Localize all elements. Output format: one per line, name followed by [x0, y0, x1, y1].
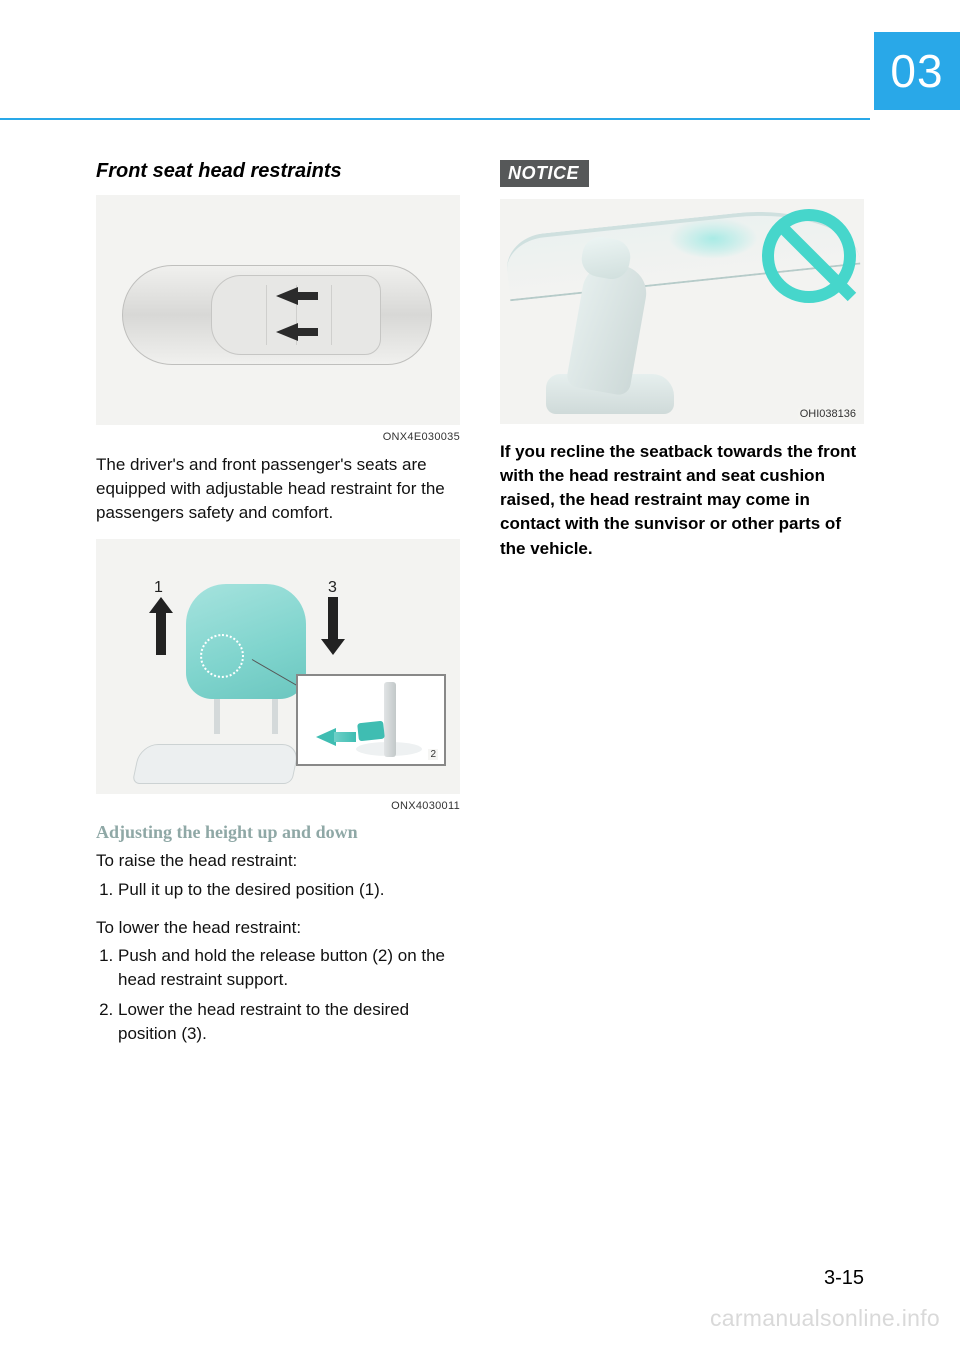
watermark: carmanualsonline.info [710, 1305, 940, 1332]
lower-intro: To lower the head restraint: [96, 916, 460, 940]
callout-label: 3 [328, 579, 337, 597]
list-item: Lower the head restraint to the desired … [118, 998, 460, 1046]
arrow-up-icon [152, 597, 170, 655]
figure-notice-seat: OHI038136 [500, 199, 864, 424]
arrow-down-icon [324, 597, 342, 655]
arrow-icon [276, 287, 298, 305]
arrow-icon [276, 323, 298, 341]
page-number: 3-15 [824, 1267, 864, 1290]
release-button-shape [357, 721, 385, 742]
callout-label: 2 [428, 749, 438, 760]
figure-headrest-adjust: 1 3 2 [96, 539, 460, 794]
list-item: Pull it up to the desired position (1). [118, 878, 460, 902]
lower-steps-list: Push and hold the release button (2) on … [96, 944, 460, 1047]
subheading: Adjusting the height up and down [96, 822, 460, 843]
right-column: NOTICE OHI038136 If you recline the seat… [500, 160, 864, 1060]
prohibit-icon [762, 209, 856, 303]
list-item: Push and hold the release button (2) on … [118, 944, 460, 992]
callout-label: 1 [154, 579, 163, 597]
car-seat-divider [331, 285, 332, 345]
chapter-tab: 03 [874, 32, 960, 110]
seat-shape [132, 744, 301, 784]
figure-caption: ONX4030011 [96, 800, 460, 812]
seat-assembly [546, 264, 686, 414]
figure-car-topdown [96, 195, 460, 425]
notice-badge: NOTICE [500, 160, 589, 187]
raise-steps-list: Pull it up to the desired position (1). [96, 878, 460, 902]
arrow-press-icon [316, 728, 336, 746]
headrest-post [272, 694, 278, 734]
car-seat-divider [266, 285, 267, 345]
headrest-post [214, 694, 220, 734]
header-rule [0, 118, 870, 120]
left-column: Front seat head restraints ONX4E030035 T… [96, 160, 460, 1060]
figure-inset: 2 [296, 674, 446, 766]
raise-intro: To raise the head restraint: [96, 849, 460, 873]
arrow-tail [296, 292, 318, 300]
arrow-tail [296, 328, 318, 336]
intro-paragraph: The driver's and front passenger's seats… [96, 453, 460, 525]
figure-caption: OHI038136 [798, 408, 858, 420]
figure-caption: ONX4E030035 [96, 431, 460, 443]
notice-text: If you recline the seatback towards the … [500, 440, 864, 561]
section-title: Front seat head restraints [96, 160, 460, 183]
inset-post-shape [384, 682, 396, 757]
page-content: Front seat head restraints ONX4E030035 T… [96, 160, 864, 1060]
